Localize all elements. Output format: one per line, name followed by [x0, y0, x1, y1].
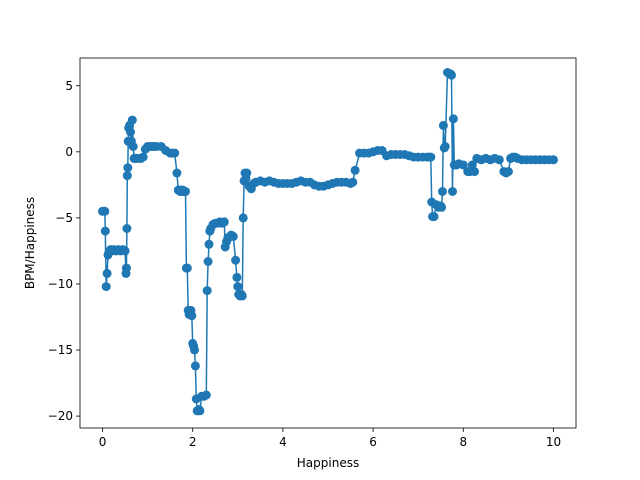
data-point	[238, 213, 248, 223]
data-point	[181, 187, 190, 196]
data-point	[122, 224, 132, 233]
data-point	[100, 206, 110, 216]
data-point	[438, 187, 447, 196]
data-point	[437, 202, 447, 212]
data-point	[447, 70, 456, 80]
data-point	[503, 167, 513, 177]
data-point	[120, 246, 130, 256]
x-tick-label: 10	[546, 435, 561, 449]
data-point	[122, 171, 132, 181]
data-point	[170, 148, 180, 158]
y-tick-label: −20	[48, 409, 73, 423]
data-point	[549, 155, 558, 165]
data-point	[121, 263, 131, 273]
data-point	[219, 217, 229, 227]
data-point	[470, 167, 479, 177]
data-point	[204, 239, 214, 249]
data-point	[448, 187, 457, 196]
data-point	[440, 142, 450, 151]
data-point	[190, 361, 200, 371]
data-point	[100, 226, 110, 236]
data-point	[126, 127, 135, 137]
axes-frame	[79, 57, 577, 429]
data-point	[350, 165, 360, 175]
data-point	[429, 212, 439, 222]
data-point	[187, 311, 197, 321]
x-tick-label: 0	[99, 435, 107, 449]
data-point	[231, 255, 241, 265]
data-point	[195, 406, 205, 416]
data-point	[138, 152, 148, 162]
x-tick-label: 4	[279, 435, 287, 449]
data-point	[101, 282, 111, 292]
x-tick-label: 6	[369, 435, 377, 449]
data-point	[242, 168, 252, 178]
x-axis-label: Happiness	[297, 456, 359, 470]
data-point	[494, 155, 504, 165]
data-point	[203, 257, 213, 266]
data-point	[127, 115, 137, 125]
data-point	[426, 152, 436, 162]
data-point	[232, 272, 242, 282]
y-tick-label: −5	[55, 211, 73, 225]
data-point	[458, 160, 468, 170]
data-point	[102, 268, 112, 278]
x-tick-label: 8	[459, 435, 467, 449]
data-point	[448, 114, 458, 124]
data-point	[202, 286, 212, 296]
data-point	[233, 282, 243, 292]
y-tick-label: −15	[48, 343, 73, 357]
data-point	[228, 231, 238, 241]
y-axis-label: BPM/Happiness	[23, 197, 37, 289]
data-point	[438, 120, 448, 130]
axis-ticks: 0 2 4 6 8 10 5 0 −5 −10 −15 −20	[48, 79, 561, 449]
data-point	[182, 263, 192, 273]
data-point	[128, 142, 138, 151]
data-point	[123, 163, 133, 173]
x-tick-label: 2	[189, 435, 197, 449]
data-point	[348, 177, 358, 187]
plot-area	[98, 68, 558, 416]
data-point	[190, 345, 199, 355]
data-point	[201, 390, 211, 400]
y-tick-label: −10	[48, 277, 73, 291]
data-point	[172, 168, 182, 178]
y-tick-label: 5	[65, 79, 73, 93]
y-tick-label: 0	[65, 145, 73, 159]
data-point	[237, 291, 247, 301]
